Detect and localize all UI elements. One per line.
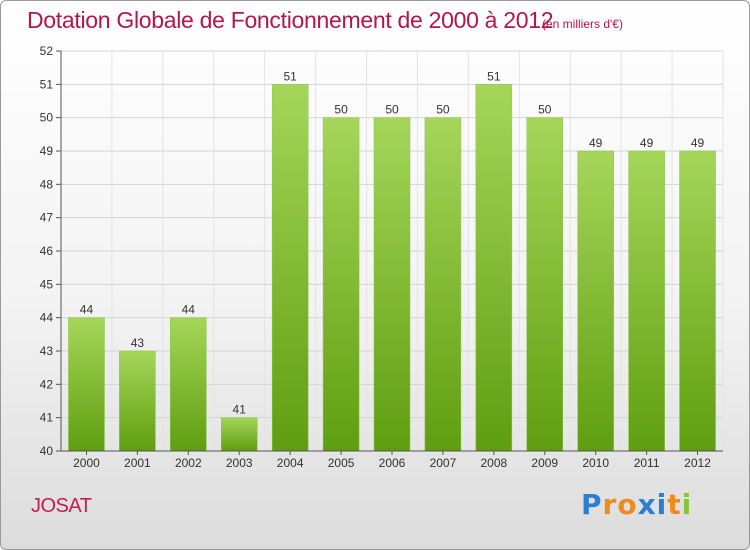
bar-2003 <box>220 417 258 452</box>
data-label-2009: 50 <box>538 103 552 117</box>
y-tick-label: 40 <box>40 444 54 458</box>
bar-2008 <box>475 84 513 452</box>
y-tick-label: 49 <box>40 144 54 158</box>
y-tick-label: 46 <box>40 244 54 258</box>
data-label-2012: 49 <box>691 136 705 150</box>
x-tick-label-2010: 2010 <box>582 456 609 470</box>
bar-2004 <box>271 84 309 452</box>
chart-unit: (en milliers d'€) <box>542 17 623 31</box>
y-tick-label: 44 <box>40 311 54 325</box>
bar-2012 <box>679 150 716 452</box>
logo-letter: i <box>681 488 693 521</box>
data-label-2001: 43 <box>131 336 145 350</box>
x-tick-label-2008: 2008 <box>480 456 507 470</box>
x-tick-label-2002: 2002 <box>175 456 202 470</box>
x-tick-label-2009: 2009 <box>531 456 558 470</box>
data-label-2005: 50 <box>334 103 348 117</box>
data-label-2006: 50 <box>385 103 399 117</box>
bar-2002 <box>170 317 207 452</box>
y-tick-label: 51 <box>40 77 54 91</box>
data-label-2004: 51 <box>283 69 297 83</box>
chart-title: Dotation Globale de Fonctionnement de 20… <box>27 7 554 33</box>
x-tick-label-2011: 2011 <box>634 456 660 470</box>
x-tick-label-2006: 2006 <box>379 456 406 470</box>
y-tick-label: 47 <box>40 211 54 225</box>
x-tick-label-2000: 2000 <box>73 456 100 470</box>
x-tick-label-2001: 2001 <box>124 456 151 470</box>
y-tick-label: 41 <box>40 411 54 425</box>
logo-letter: x <box>637 488 657 521</box>
y-tick-label: 42 <box>40 377 54 391</box>
data-label-2008: 51 <box>487 69 501 83</box>
x-tick-label-2003: 2003 <box>226 456 253 470</box>
axes <box>56 50 723 455</box>
proxiti-logo: Proxiti <box>581 488 692 521</box>
logo-letter: t <box>667 488 682 521</box>
data-label-2000: 44 <box>80 303 94 317</box>
bar-2000 <box>68 317 105 452</box>
data-label-2010: 49 <box>589 136 603 150</box>
y-tick-label: 50 <box>40 111 54 125</box>
data-label-2007: 50 <box>436 103 450 117</box>
labels: 40 41 42 43 44 45 46 47 48 49 50 51 52 44 2000 43 2001 44… <box>40 44 712 470</box>
bar-2011 <box>628 150 665 452</box>
place-name: JOSAT <box>31 495 92 517</box>
bar-2006 <box>373 117 411 452</box>
logo-letter: i <box>656 488 668 521</box>
bar-2007 <box>424 117 462 452</box>
data-label-2003: 41 <box>233 403 247 417</box>
logo-letter: P <box>581 488 603 521</box>
data-label-2002: 44 <box>182 303 196 317</box>
y-tick-label: 45 <box>40 277 54 291</box>
bar-2009 <box>526 117 564 452</box>
bars <box>68 84 716 452</box>
x-tick-label-2012: 2012 <box>684 456 711 470</box>
logo-letter: o <box>617 488 638 521</box>
bar-2005 <box>322 117 360 452</box>
y-tick-label: 43 <box>40 344 54 358</box>
x-tick-label-2005: 2005 <box>328 456 355 470</box>
y-tick-label: 52 <box>40 44 54 58</box>
bar-2010 <box>577 150 614 452</box>
x-tick-label-2007: 2007 <box>430 456 457 470</box>
bar-2001 <box>119 350 156 452</box>
logo-letter: r <box>602 488 618 521</box>
data-label-2011: 49 <box>640 136 654 150</box>
y-tick-label: 48 <box>40 177 54 191</box>
x-tick-label-2004: 2004 <box>277 456 304 470</box>
